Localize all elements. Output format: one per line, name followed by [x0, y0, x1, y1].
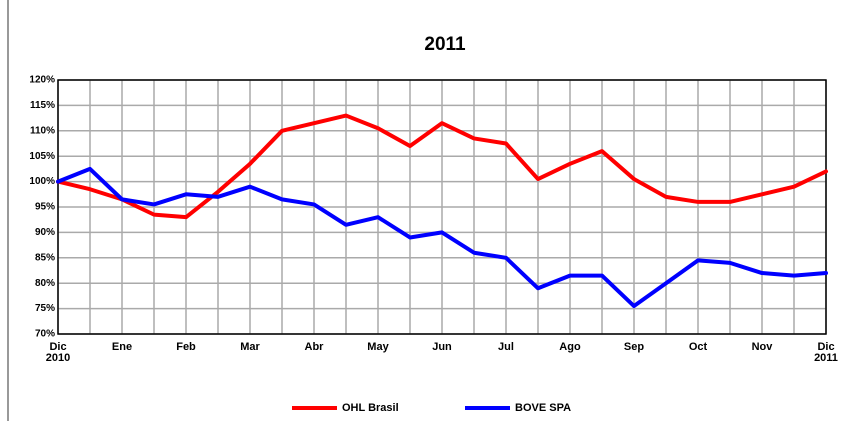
y-tick-label: 80%: [35, 278, 55, 289]
legend-label: OHL Brasil: [342, 402, 399, 414]
x-tick-label: Sep: [623, 341, 645, 353]
y-tick-label: 70%: [35, 329, 55, 340]
x-tick-label: May: [367, 341, 389, 353]
y-tick-label: 85%: [35, 252, 55, 263]
legend-label: BOVE SPA: [515, 402, 571, 414]
y-tick-label: 75%: [35, 303, 55, 314]
plot-border: [57, 79, 827, 335]
y-tick-label: 110%: [30, 125, 55, 136]
series-line: [56, 113, 828, 220]
y-tick-label: 115%: [30, 100, 55, 111]
x-tick-label: Jun: [432, 341, 452, 353]
x-tick-label: Abr: [304, 341, 324, 353]
y-tick-label: 95%: [35, 202, 55, 213]
x-tick-label: Oct: [688, 341, 708, 353]
x-tick-label: Ene: [111, 341, 133, 353]
x-tick-label: Jul: [498, 341, 514, 353]
y-tick-label: 100%: [29, 176, 55, 187]
x-tick-label: Mar: [240, 341, 260, 353]
chart-title: 2011: [424, 34, 466, 55]
x-tick-label: Feb: [176, 341, 196, 353]
x-tick-label: Nov: [751, 341, 773, 353]
y-tick-label: 90%: [35, 227, 55, 238]
x-tick-label: Dic 2011: [814, 341, 838, 364]
y-tick-label: 120%: [29, 75, 55, 86]
y-tick-label: 105%: [29, 151, 55, 162]
x-tick-label: Dic 2010: [45, 341, 71, 364]
series-line: [56, 166, 828, 309]
x-tick-label: Ago: [559, 341, 581, 353]
